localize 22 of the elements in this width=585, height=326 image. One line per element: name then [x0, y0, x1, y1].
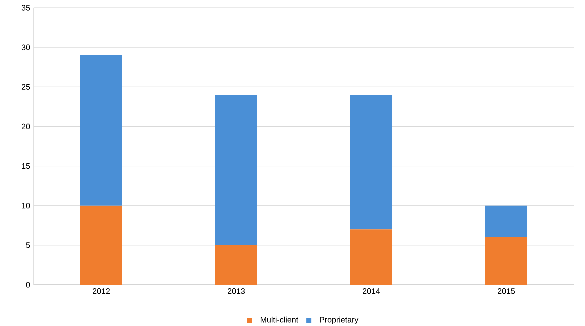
y-tick-label: 30	[22, 44, 30, 50]
x-tick-label: 2014	[363, 288, 380, 294]
y-tick-label: 0	[26, 282, 30, 288]
y-tick-label: 10	[22, 203, 30, 209]
y-tick-label: 15	[22, 163, 30, 170]
bar	[216, 95, 258, 246]
x-tick-label: 2013	[228, 288, 246, 294]
x-tick-label: 2012	[93, 288, 110, 294]
y-tick-label: 25	[22, 84, 30, 90]
bar	[80, 206, 122, 285]
y-tick-label: 5	[26, 242, 30, 248]
legend-label: Multi-client	[260, 316, 298, 323]
bar	[216, 245, 258, 285]
bar	[350, 230, 393, 285]
legend-label: Proprietary	[320, 316, 359, 324]
bar	[486, 238, 528, 285]
x-tick-label: 2015	[498, 288, 516, 294]
bar	[350, 95, 393, 230]
y-tick-label: 20	[22, 124, 30, 130]
y-tick-label: 35	[22, 5, 30, 11]
bar	[80, 55, 122, 206]
bar	[486, 206, 528, 238]
